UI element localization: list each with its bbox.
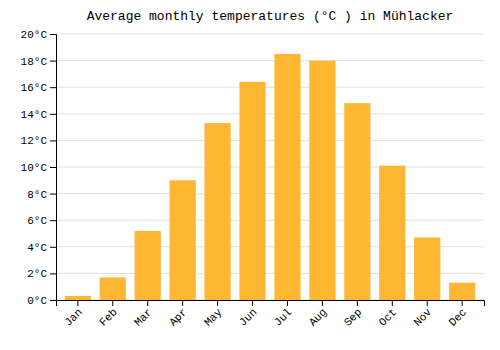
grid-line [56, 140, 484, 141]
x-axis-line [57, 301, 485, 307]
x-tick-label: Apr [167, 306, 189, 328]
x-tick-label: Nov [412, 306, 435, 329]
y-tick-label: 14°C [21, 109, 48, 121]
x-tick: Jul [272, 300, 294, 329]
x-tick-mark [182, 300, 183, 306]
bar [170, 180, 196, 300]
x-tick: Oct [377, 300, 399, 329]
y-axis: 0°C 2°C 4°C 6°C 8°C 10°C 12°C 14°C 16°C 18°C 20°C [21, 29, 57, 307]
bar [449, 283, 475, 300]
x-tick-mark [252, 300, 253, 306]
y-tick-mark [50, 34, 56, 35]
y-tick-label: 8°C [27, 189, 47, 201]
x-tick: Sep [342, 300, 364, 329]
x-tick-mark [427, 300, 428, 306]
bar [344, 103, 370, 300]
x-tick-mark [77, 300, 78, 306]
y-tick: 8°C [27, 189, 56, 201]
x-tick-mark [357, 300, 358, 306]
bar [65, 296, 91, 300]
x-tick: Mar [132, 300, 154, 329]
x-tick-label: Jan [62, 306, 84, 328]
x-tick-label: Oct [377, 306, 399, 328]
grid-line [56, 87, 484, 88]
chart: Jan Feb Mar Apr May Jun Jul Aug Sep Oct Nov Dec 0°C 2… [0, 0, 500, 350]
x-tick: Feb [97, 300, 119, 329]
plot: Jan Feb Mar Apr May Jun Jul Aug Sep Oct Nov Dec 0°C 2… [21, 29, 485, 329]
y-tick-label: 16°C [21, 82, 48, 94]
bars [65, 54, 476, 300]
y-tick: 0°C [27, 295, 56, 307]
x-tick-mark [112, 300, 113, 306]
grid-line [56, 167, 484, 168]
y-tick-label: 12°C [21, 135, 48, 147]
y-tick-mark [50, 87, 56, 88]
grid-line [56, 34, 484, 35]
grid-line [56, 220, 484, 221]
x-tick: Apr [167, 300, 189, 329]
x-tick-label: Jul [272, 306, 294, 328]
y-tick-mark [50, 140, 56, 141]
x-axis: Jan Feb Mar Apr May Jun Jul Aug Sep Oct Nov Dec [57, 300, 485, 329]
x-tick-mark [392, 300, 393, 306]
grid [56, 34, 484, 300]
bar [135, 231, 161, 300]
grid-line [56, 60, 484, 61]
y-tick: 12°C [21, 135, 56, 147]
y-tick-mark [50, 61, 56, 62]
x-tick-label: Sep [342, 306, 364, 328]
y-tick-label: 0°C [27, 295, 47, 307]
grid-line [56, 193, 484, 194]
x-tick: Dec [447, 300, 469, 329]
y-tick-mark [50, 114, 56, 115]
x-tick-label: Feb [97, 306, 119, 328]
y-tick-mark [50, 300, 56, 301]
x-tick: Jun [237, 300, 259, 329]
x-tick: May [202, 300, 225, 329]
y-tick: 14°C [21, 109, 56, 121]
y-tick-label: 20°C [21, 29, 48, 41]
bar [414, 237, 440, 300]
y-tick-mark [50, 167, 56, 168]
x-tick-mark [217, 300, 218, 306]
x-tick-mark [462, 300, 463, 306]
bar [204, 123, 230, 300]
bar [239, 82, 265, 300]
y-tick-mark [50, 247, 56, 248]
y-tick-mark [50, 194, 56, 195]
y-tick: 10°C [21, 162, 56, 174]
x-tick-mark [287, 300, 288, 306]
x-tick-mark [322, 300, 323, 306]
y-tick-mark [50, 220, 56, 221]
y-tick-label: 6°C [27, 215, 47, 227]
y-tick: 18°C [21, 56, 56, 68]
x-tick: Aug [307, 300, 329, 329]
x-tick: Jan [62, 300, 84, 329]
x-tick-label: Jun [237, 306, 259, 328]
y-tick: 6°C [27, 215, 56, 227]
x-tick-label: Mar [132, 306, 154, 328]
x-tick-label: May [202, 306, 225, 329]
bar [309, 61, 335, 300]
title: Average monthly temperatures (°C ) in Mü… [87, 9, 454, 24]
x-tick: Nov [412, 300, 435, 329]
y-tick: 2°C [27, 268, 56, 280]
bar [100, 277, 126, 300]
x-tick-label: Dec [447, 306, 469, 328]
bar [379, 166, 405, 300]
y-tick: 4°C [27, 242, 56, 254]
x-tick-label: Aug [307, 306, 329, 328]
y-tick-mark [50, 273, 56, 274]
x-tick-mark [147, 300, 148, 306]
y-tick-label: 2°C [27, 268, 47, 280]
y-tick: 16°C [21, 82, 56, 94]
grid-line [56, 113, 484, 114]
bar [274, 54, 300, 300]
y-tick: 20°C [21, 29, 56, 41]
y-axis-line [50, 35, 57, 301]
y-tick-label: 4°C [27, 242, 47, 254]
y-tick-label: 10°C [21, 162, 48, 174]
y-tick-label: 18°C [21, 56, 48, 68]
